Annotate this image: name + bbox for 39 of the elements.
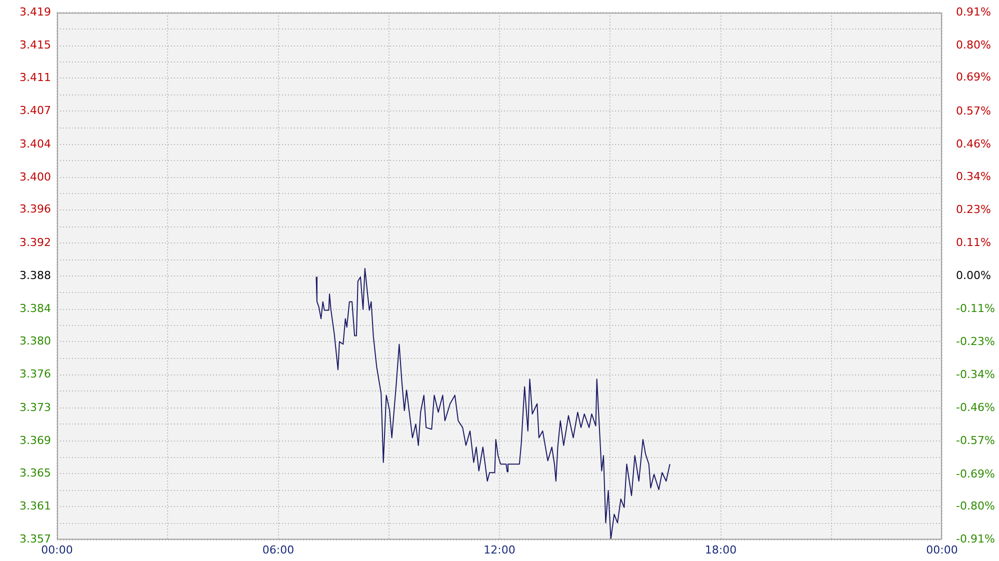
y2-tick-label: -0.69% xyxy=(956,467,995,480)
y-tick-label: 3.384 xyxy=(20,302,51,316)
y-tick-label: 3.380 xyxy=(20,334,51,348)
y-tick-label: 3.388 xyxy=(20,269,51,282)
y-tick-label: 3.396 xyxy=(20,202,51,216)
y2-tick-label: -0.80% xyxy=(956,500,995,513)
y2-tick-label: -0.46% xyxy=(956,400,995,414)
y-tick-label: 3.361 xyxy=(20,499,51,512)
y2-tick-label: 0.00% xyxy=(956,269,991,282)
x-tick-label: 00:00 xyxy=(41,543,73,556)
y2-tick-label: -0.91% xyxy=(956,532,995,546)
y2-tick-label: 0.46% xyxy=(956,137,991,150)
y-tick-label: 3.404 xyxy=(20,137,51,150)
y2-tick-label: -0.34% xyxy=(956,368,995,381)
y-tick-label: 3.415 xyxy=(20,38,51,52)
y-tick-label: 3.373 xyxy=(20,400,51,414)
y2-tick-label: -0.11% xyxy=(956,302,995,316)
y-tick-label: 3.407 xyxy=(20,104,51,118)
y-tick-label: 3.365 xyxy=(20,466,51,480)
y-tick-label: 3.369 xyxy=(20,434,51,448)
x-tick-label: 12:00 xyxy=(484,543,516,556)
x-tick-label: 18:00 xyxy=(704,543,737,556)
y2-tick-label: 0.11% xyxy=(956,236,991,250)
y-tick-label: 3.392 xyxy=(20,236,51,249)
y2-tick-label: 0.91% xyxy=(956,5,991,18)
y-tick-label: 3.419 xyxy=(20,5,51,18)
y2-tick-label: -0.57% xyxy=(956,434,995,447)
y2-tick-label: 0.34% xyxy=(956,170,991,184)
y2-tick-label: 0.23% xyxy=(956,203,991,216)
y2-tick-label: 0.57% xyxy=(956,104,991,118)
y-tick-label: 3.411 xyxy=(20,70,51,84)
y-tick-label: 3.376 xyxy=(20,368,51,381)
x-tick-label: 00:00 xyxy=(926,543,958,556)
x-tick-label: 06:00 xyxy=(262,543,294,556)
y2-tick-label: 0.69% xyxy=(956,70,991,84)
y2-tick-label: 0.80% xyxy=(956,38,991,52)
y-tick-label: 3.357 xyxy=(20,532,51,546)
y-tick-label: 3.400 xyxy=(20,170,51,184)
y2-tick-label: -0.23% xyxy=(956,334,995,348)
